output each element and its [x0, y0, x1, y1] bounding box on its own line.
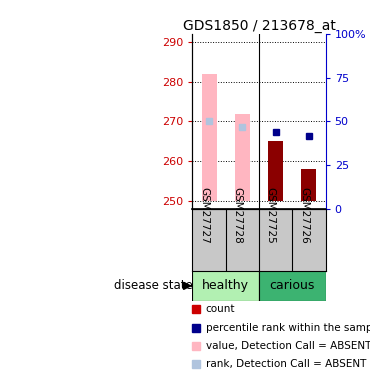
Text: carious: carious [270, 279, 315, 292]
Title: GDS1850 / 213678_at: GDS1850 / 213678_at [182, 19, 336, 33]
Text: GSM27725: GSM27725 [266, 187, 276, 244]
Bar [302, 170, 316, 201]
Text: GSM27728: GSM27728 [232, 187, 242, 244]
Bar [235, 114, 250, 201]
Bar [202, 74, 216, 201]
Text: GSM27727: GSM27727 [199, 187, 209, 244]
Text: count: count [206, 304, 235, 315]
Text: value, Detection Call = ABSENT: value, Detection Call = ABSENT [206, 341, 370, 351]
Text: percentile rank within the sample: percentile rank within the sample [206, 323, 370, 333]
Bar [192, 271, 259, 301]
Text: GSM27726: GSM27726 [299, 187, 309, 244]
Bar [268, 141, 283, 201]
Text: disease state: disease state [114, 279, 193, 292]
Text: healthy: healthy [202, 279, 249, 292]
Text: rank, Detection Call = ABSENT: rank, Detection Call = ABSENT [206, 359, 366, 369]
Bar [259, 271, 326, 301]
